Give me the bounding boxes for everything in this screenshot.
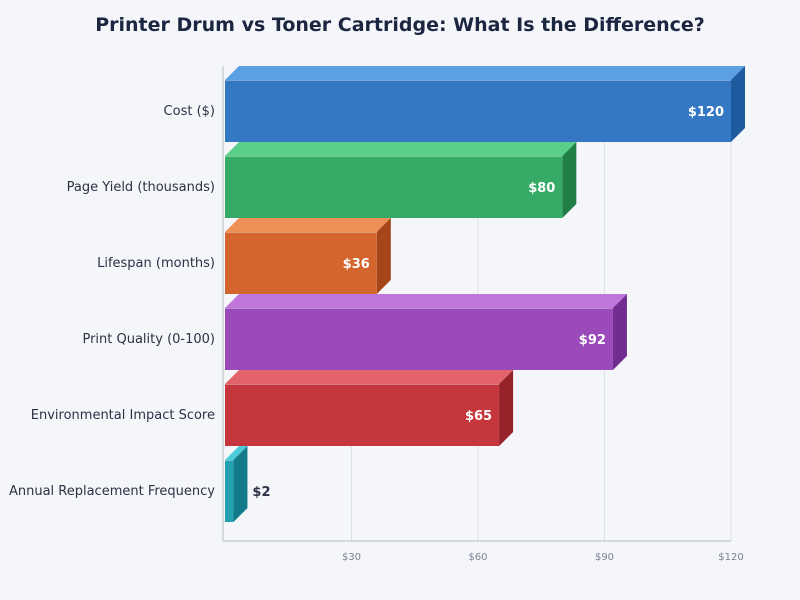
x-tick-label: $30 [342,552,361,563]
value-label: $65 [465,409,492,424]
bar-side-face [376,218,391,294]
value-label: $92 [579,333,606,348]
value-label: $2 [252,485,270,500]
bar-front-face [225,80,731,142]
bar-front-face [225,232,377,294]
category-label: Lifespan (months) [97,256,215,271]
bar-front-face [225,308,613,370]
category-label: Page Yield (thousands) [67,180,215,195]
value-label: $36 [343,257,370,272]
value-label: $120 [688,105,724,120]
category-label: Environmental Impact Score [31,408,215,423]
bar-side-face [612,294,627,370]
x-tick-label: $120 [718,552,743,563]
bar-front-face [225,384,500,446]
bar [225,370,514,446]
bar [225,218,391,294]
bar-top-face [225,66,745,80]
bar-front-face [225,156,563,218]
bar-side-face [731,66,745,142]
value-label: $80 [528,181,555,196]
bar-top-face [225,294,627,308]
bar [225,66,745,142]
bar [225,294,627,370]
bar-side-face [233,446,248,522]
x-tick-label: $90 [595,552,614,563]
bar-top-face [225,370,514,384]
bar-top-face [225,446,248,460]
category-label: Print Quality (0-100) [82,332,215,347]
bar [225,446,248,522]
chart-title: Printer Drum vs Toner Cartridge: What Is… [95,14,705,36]
bar-side-face [499,370,514,446]
bar-top-face [225,218,391,232]
category-label: Cost ($) [164,104,215,119]
bar-front-face [225,460,234,522]
bar [225,142,577,218]
bar-top-face [225,142,577,156]
bar-side-face [562,142,577,218]
x-tick-label: $60 [468,552,487,563]
category-label: Annual Replacement Frequency [9,484,215,499]
